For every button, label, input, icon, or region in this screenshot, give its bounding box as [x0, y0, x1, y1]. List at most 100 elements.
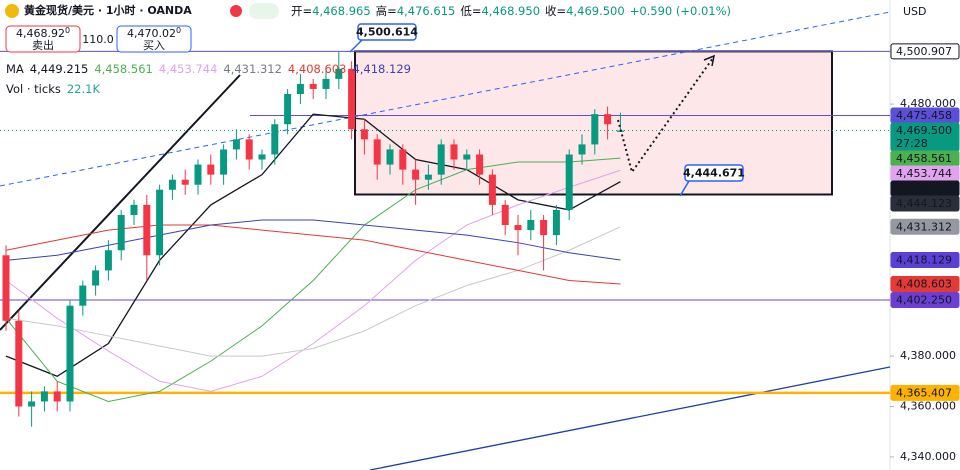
ma-label: MA — [6, 62, 24, 76]
candle-body — [271, 124, 279, 155]
candle-body — [552, 209, 560, 236]
candle-body — [450, 144, 458, 160]
buy-price[interactable]: 4,470.020 — [127, 26, 181, 41]
sell-label[interactable]: 卖出 — [32, 38, 54, 52]
candle-body — [168, 179, 176, 190]
price-badge-label: 4,458.561 — [896, 152, 952, 165]
candle-body — [207, 164, 215, 175]
candle-body — [527, 220, 535, 231]
symbol-logo — [5, 4, 19, 18]
price-badge-label: 4,453.744 — [896, 167, 952, 180]
ma-value: 4,458.561 — [94, 62, 153, 76]
candle-body — [92, 270, 100, 286]
callout-label: 4,500.614 — [356, 26, 418, 39]
price-badge — [890, 276, 960, 293]
candle-body — [348, 68, 356, 130]
header-bg — [0, 0, 720, 22]
candle-body — [463, 154, 471, 160]
vol-value: 22.1K — [67, 82, 101, 96]
icon[interactable] — [230, 5, 242, 17]
price-badge-label: 4,500.907 — [896, 45, 952, 58]
candle-body — [399, 149, 407, 170]
currency[interactable]: USD — [903, 5, 927, 18]
candle-body — [130, 204, 138, 215]
trend-line — [369, 366, 891, 470]
spread: 110.0 — [82, 33, 114, 46]
candle-body — [296, 83, 304, 94]
candle-body — [104, 250, 112, 271]
callout-label: 4,444.671 — [683, 167, 745, 180]
price-badge-label: 4,444.123 — [896, 197, 952, 210]
ma-value: 4,449.215 — [30, 62, 89, 76]
countdown: 27:28 — [896, 137, 928, 150]
callout-box — [357, 23, 417, 41]
price-badge-label: 4,469.500 — [896, 124, 952, 137]
ma-line — [5, 113, 621, 377]
candle-body — [181, 179, 189, 185]
candle-body — [424, 174, 432, 180]
candle-body — [565, 154, 573, 210]
candle-body — [258, 154, 266, 160]
ohlc-label: 收= — [545, 4, 566, 18]
candle-body — [220, 149, 228, 175]
candle-body — [386, 149, 394, 165]
sell-price-fraction: 0 — [65, 26, 70, 35]
candle-body — [79, 285, 87, 306]
sell-button[interactable] — [5, 25, 81, 53]
ma-line — [5, 224, 621, 285]
ohlc-value: 4,469.500 — [566, 4, 625, 18]
y-tick-label: 4,480.000 — [900, 97, 956, 110]
sell-price[interactable]: 4,468.920 — [16, 26, 70, 41]
candle-body — [2, 255, 10, 321]
change: +0.590 (+0.01%) — [630, 4, 731, 18]
candle-body — [514, 225, 522, 231]
callout-pointer — [349, 39, 363, 53]
candle-body — [373, 139, 381, 165]
ma-line — [5, 169, 621, 392]
candle-body — [15, 320, 23, 407]
price-badge-label: 4,365.407 — [896, 386, 952, 399]
callout-pointer — [679, 180, 690, 197]
price-badge-label: 4,449.215 — [896, 182, 952, 195]
vol-label: Vol · ticks — [6, 82, 61, 96]
candle-body — [53, 391, 61, 402]
ma-value: 4,408.603 — [288, 62, 347, 76]
price-badge-label: 4,475.458 — [896, 109, 952, 122]
price-badge-label: 4,402.250 — [896, 294, 952, 307]
ohlc-value: 4,468.965 — [312, 4, 371, 18]
ma-value: 4,453.744 — [159, 62, 218, 76]
candle-body — [66, 305, 74, 402]
ma-line — [5, 226, 621, 357]
candle-body — [322, 78, 330, 89]
price-badge-label: 4,408.603 — [896, 278, 952, 291]
candle-body — [501, 204, 509, 226]
candle-body — [194, 164, 202, 185]
icon[interactable] — [249, 3, 279, 19]
trend-line — [0, 74, 241, 331]
y-tick-label: 4,380.000 — [900, 349, 956, 362]
ohlc-value: 4,476.615 — [397, 4, 456, 18]
y-tick-label: 4,340.000 — [900, 450, 956, 463]
price-badge — [890, 43, 960, 60]
y-tick-label: 4,360.000 — [900, 399, 956, 412]
candle-body — [604, 114, 612, 125]
candle-body — [143, 204, 151, 256]
ma-line — [5, 157, 621, 402]
candle-body — [245, 139, 253, 160]
price-badge — [890, 384, 960, 401]
candle-body — [232, 139, 240, 150]
candle-body — [437, 144, 445, 175]
buy-price-main: 4,470.02 — [127, 27, 176, 40]
candle-body — [488, 174, 496, 205]
price-badge-label: 4,418.129 — [896, 254, 952, 267]
arrow-head — [703, 54, 716, 67]
price-badge-label: 4,431.312 — [896, 220, 952, 233]
callout-box — [684, 164, 744, 182]
candle-body — [578, 144, 586, 155]
buy-label[interactable]: 买入 — [143, 39, 165, 52]
buy-button[interactable] — [116, 25, 192, 53]
ohlc-value: 4,468.950 — [481, 4, 540, 18]
candle-body — [28, 401, 36, 407]
